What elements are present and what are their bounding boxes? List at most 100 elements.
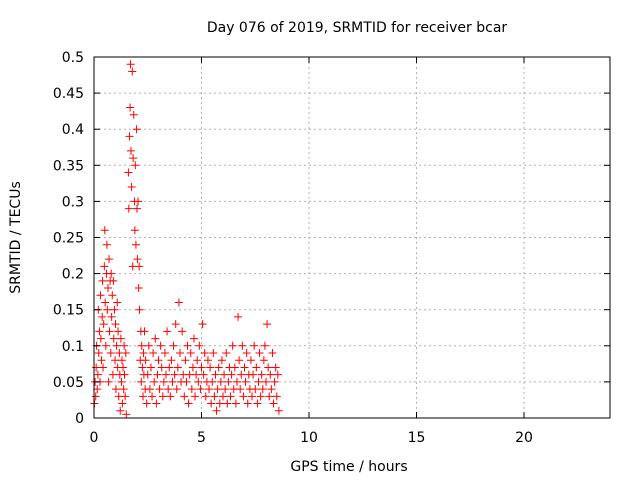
data-point xyxy=(255,349,264,358)
x-tick-label: 15 xyxy=(408,430,426,446)
data-point xyxy=(109,276,118,285)
data-point xyxy=(163,327,172,336)
data-point xyxy=(256,392,265,401)
data-point xyxy=(107,312,116,321)
data-point xyxy=(133,255,142,264)
data-point xyxy=(117,356,126,365)
data-point xyxy=(196,385,205,394)
data-point xyxy=(102,240,111,249)
data-point xyxy=(242,349,251,358)
data-point xyxy=(188,363,197,372)
data-point xyxy=(172,385,181,394)
chart-title: Day 076 of 2019, SRMTID for receiver bca… xyxy=(207,20,508,36)
data-point xyxy=(158,392,167,401)
y-tick-label: 0.4 xyxy=(62,122,84,138)
data-point xyxy=(178,327,187,336)
axis-ticks: 0 0.05 0.1 0.15 0.2 0.25 0.3 0.35 0.4 0.45 0.5 0 5 10… xyxy=(53,50,610,446)
data-point xyxy=(149,349,158,358)
data-point xyxy=(103,284,112,293)
data-point xyxy=(93,385,102,394)
data-point xyxy=(131,240,140,249)
data-point xyxy=(129,154,138,163)
data-point xyxy=(183,341,192,350)
y-tick-label: 0.45 xyxy=(53,86,84,102)
data-point xyxy=(194,377,203,386)
data-point xyxy=(126,103,135,112)
data-point xyxy=(171,320,180,329)
data-point xyxy=(272,392,281,401)
data-point xyxy=(121,349,130,358)
data-point xyxy=(252,363,261,372)
data-point xyxy=(250,341,259,350)
data-point xyxy=(258,385,267,394)
data-point xyxy=(118,399,127,408)
data-point xyxy=(134,284,143,293)
data-point xyxy=(209,349,218,358)
data-point xyxy=(208,377,217,386)
y-tick-label: 0.3 xyxy=(62,194,84,210)
data-point xyxy=(201,392,210,401)
data-point xyxy=(264,363,273,372)
data-point xyxy=(112,341,121,350)
data-point xyxy=(111,320,120,329)
data-point xyxy=(162,370,171,379)
data-point xyxy=(165,363,174,372)
y-tick-label: 0.1 xyxy=(62,339,84,355)
data-point xyxy=(160,349,169,358)
data-point xyxy=(168,377,177,386)
data-point xyxy=(132,125,141,134)
data-point xyxy=(129,110,138,119)
data-point xyxy=(246,356,255,365)
data-point xyxy=(203,356,212,365)
data-point xyxy=(98,312,107,321)
data-point xyxy=(117,377,126,386)
data-point xyxy=(153,370,162,379)
data-point xyxy=(119,363,128,372)
data-point xyxy=(274,406,283,415)
y-tick-label: 0.35 xyxy=(53,158,84,174)
data-point xyxy=(176,349,184,358)
data-point xyxy=(96,291,105,300)
data-point xyxy=(116,334,125,343)
data-point xyxy=(98,276,107,285)
y-tick-label: 0.5 xyxy=(62,50,84,66)
data-point xyxy=(91,392,100,401)
data-point xyxy=(173,363,182,372)
data-point xyxy=(219,392,227,401)
data-point xyxy=(234,312,243,321)
data-point xyxy=(174,298,183,307)
data-point xyxy=(139,392,148,401)
data-point xyxy=(189,334,198,343)
data-point xyxy=(92,363,101,372)
data-point xyxy=(273,370,282,379)
data-point xyxy=(214,363,223,372)
data-point xyxy=(215,399,224,408)
data-point xyxy=(240,363,249,372)
data-point xyxy=(133,204,141,213)
data-point xyxy=(217,356,226,365)
data-point xyxy=(220,370,229,379)
data-point xyxy=(228,341,237,350)
data-point xyxy=(144,341,153,350)
data-point xyxy=(206,363,215,372)
data-point xyxy=(121,392,130,401)
data-point xyxy=(106,349,115,358)
data-point xyxy=(152,399,161,408)
y-tick-label: 0 xyxy=(75,411,84,427)
data-point xyxy=(182,377,191,386)
x-tick-label: 10 xyxy=(300,430,318,446)
y-axis-label: SRMTID / TECUs xyxy=(8,181,24,294)
data-point xyxy=(266,370,275,379)
x-tick-label: 0 xyxy=(90,430,99,446)
data-point xyxy=(135,305,144,314)
data-point xyxy=(239,392,248,401)
data-point xyxy=(126,60,135,69)
data-point xyxy=(232,377,241,386)
data-points xyxy=(90,60,283,419)
data-point xyxy=(269,399,278,408)
data-point xyxy=(227,370,236,379)
data-point xyxy=(223,399,232,408)
data-point xyxy=(267,385,276,394)
data-point xyxy=(198,320,207,329)
